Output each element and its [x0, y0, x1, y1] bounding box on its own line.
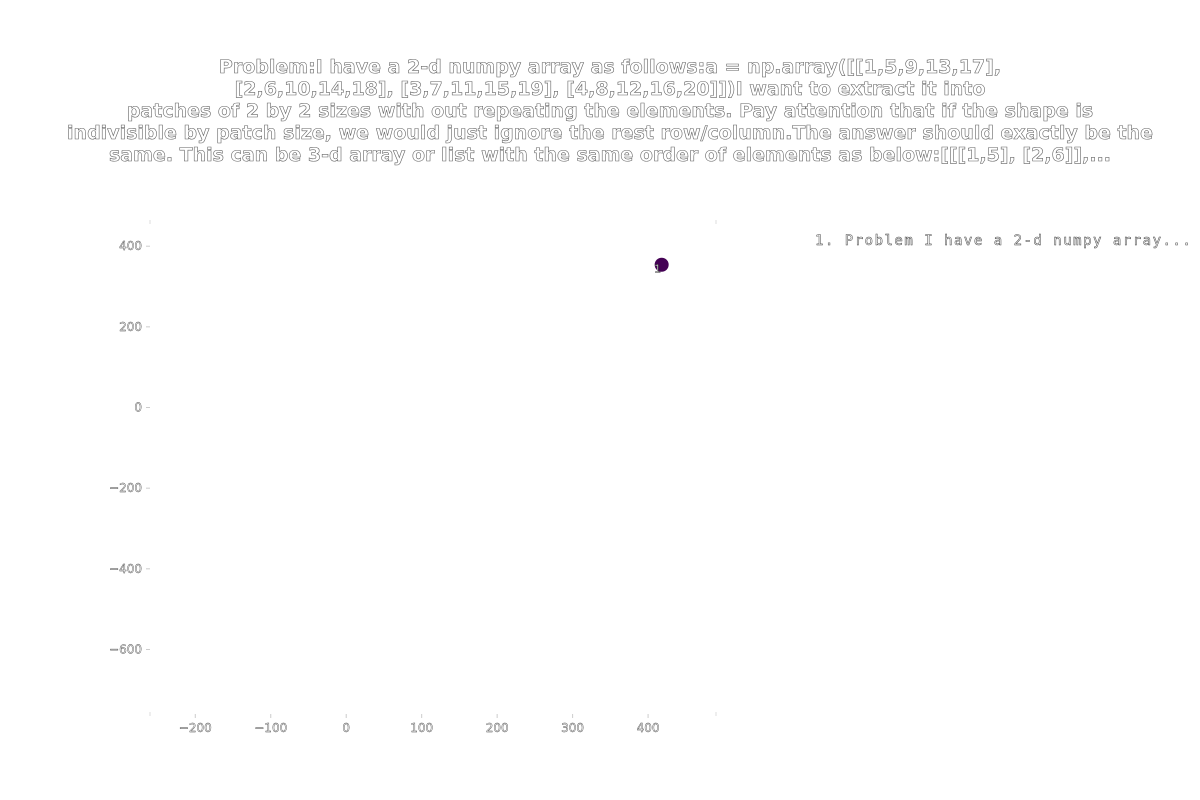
point-label: 1	[654, 263, 661, 276]
data-point	[654, 257, 669, 272]
y-tick-label: −200	[109, 481, 142, 495]
x-tick-label: −200	[179, 721, 212, 735]
x-tick-label: 300	[561, 721, 584, 735]
y-tick-label: 400	[119, 239, 142, 253]
legend: 1. Problem I have a 2-d numpy array...	[815, 233, 1192, 250]
y-tick-label: −400	[109, 562, 142, 576]
axes: 400 200 0 −200 −400 −600 −200 −100 0 100 200 300 400	[109, 220, 717, 735]
y-tick-label: 0	[134, 401, 142, 415]
legend-entry: 1. Problem I have a 2-d numpy array...	[815, 233, 1192, 249]
chart-title: Problem:I have a 2-d numpy array as foll…	[67, 56, 1154, 167]
x-tick-label: 100	[410, 721, 433, 735]
points-layer: 1	[654, 257, 669, 276]
x-tick-label: 200	[486, 721, 509, 735]
x-tick-label: 400	[637, 721, 660, 735]
x-tick-label: −100	[254, 721, 287, 735]
y-tick-label: 200	[119, 320, 142, 334]
x-tick-label: 0	[342, 721, 350, 735]
y-tick-label: −600	[109, 642, 142, 656]
